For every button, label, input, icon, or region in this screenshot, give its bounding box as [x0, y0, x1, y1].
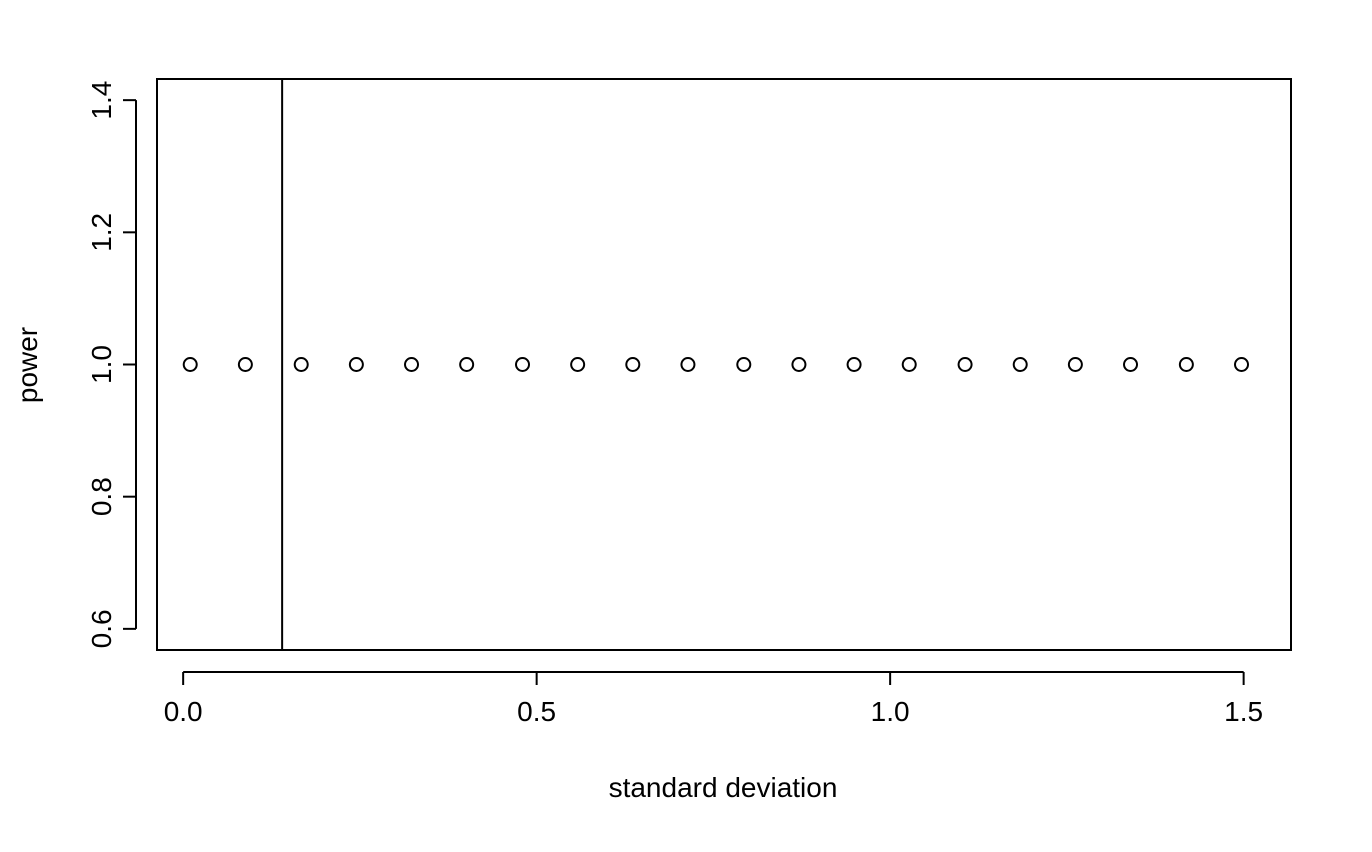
data-point — [846, 357, 862, 372]
plot-frame — [156, 78, 1292, 651]
data-point — [791, 357, 807, 372]
data-point — [1234, 357, 1250, 372]
data-point — [625, 357, 641, 372]
data-point — [736, 357, 752, 372]
data-point — [1178, 357, 1194, 372]
data-point — [348, 357, 364, 372]
data-point — [901, 357, 917, 372]
x-tick-label: 0.0 — [164, 696, 203, 727]
axes: 0.0 0.5 1.0 1.5 0.6 0.8 1.0 1.2 1.4 — [86, 78, 1292, 727]
data-point — [404, 357, 420, 372]
x-tick-label: 1.0 — [871, 696, 910, 727]
data-point — [570, 357, 586, 372]
data-point — [293, 357, 309, 372]
y-tick-label: 1.2 — [86, 213, 117, 252]
data-point — [1123, 357, 1139, 372]
y-tick-label: 0.6 — [86, 609, 117, 648]
data-point — [182, 357, 198, 372]
data-point — [957, 357, 973, 372]
x-tick-label: 0.5 — [517, 696, 556, 727]
data-point — [237, 357, 253, 372]
data-points — [182, 79, 1250, 650]
data-point — [1067, 357, 1083, 372]
y-tick-label: 0.8 — [86, 477, 117, 516]
y-tick-label: 1.0 — [86, 345, 117, 384]
y-tick-label: 1.4 — [86, 81, 117, 120]
x-axis-label: standard deviation — [609, 772, 838, 803]
data-point — [680, 357, 696, 372]
y-axis-label: power — [12, 327, 43, 403]
data-point — [459, 357, 475, 372]
x-tick-label: 1.5 — [1224, 696, 1263, 727]
data-point — [515, 357, 531, 372]
data-point — [1012, 357, 1028, 372]
